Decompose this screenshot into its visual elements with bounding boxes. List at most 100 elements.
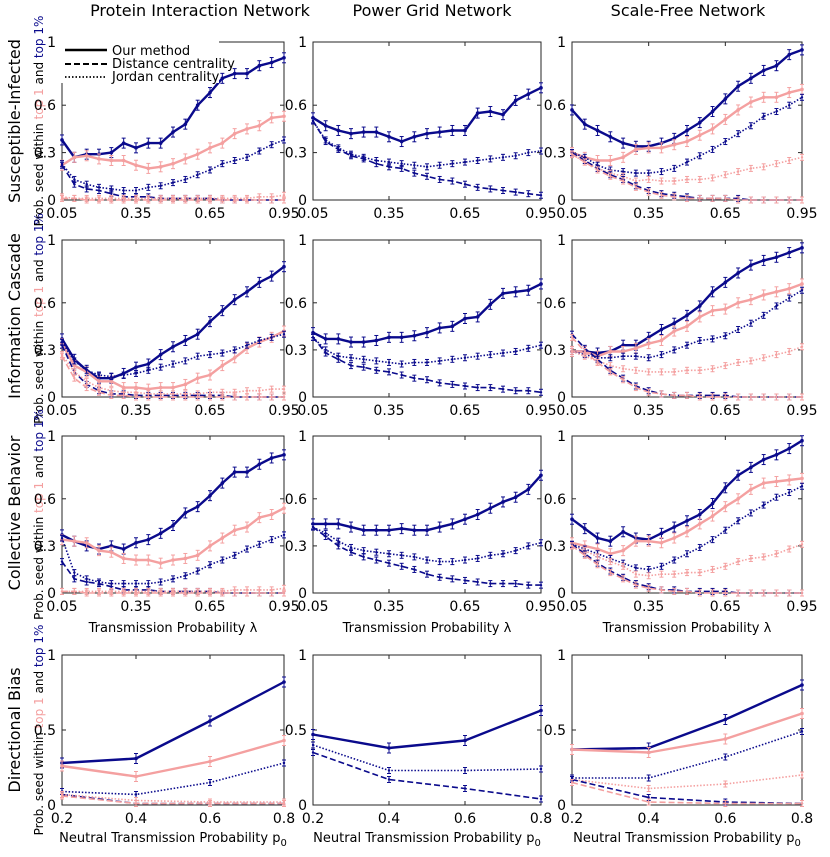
data-point <box>362 157 365 161</box>
y-label-top1: top 1 <box>32 482 46 513</box>
data-point <box>711 148 714 151</box>
data-point <box>647 171 650 175</box>
data-point <box>387 370 391 374</box>
data-point <box>134 793 138 796</box>
x-tick-label: 0.35 <box>633 599 664 615</box>
series-jordan-dark <box>570 728 804 782</box>
y-tick-label: 0.6 <box>285 492 307 508</box>
x-tick-label: 0.35 <box>373 599 404 615</box>
data-point <box>184 574 187 577</box>
legend-label-our: Our method <box>112 44 190 59</box>
data-point <box>621 548 625 553</box>
legend: Our method Distance centrality Jordan ce… <box>61 40 235 85</box>
data-point <box>621 141 625 145</box>
data-point <box>787 286 792 291</box>
data-point <box>158 561 163 565</box>
data-point <box>788 591 791 595</box>
data-point <box>501 582 505 585</box>
data-point <box>527 583 530 587</box>
data-point <box>221 198 224 202</box>
data-point <box>711 176 714 180</box>
data-point <box>749 124 753 127</box>
data-point <box>73 359 76 363</box>
data-point <box>196 173 199 176</box>
y-label-mid: and <box>32 256 46 286</box>
data-point <box>311 751 315 754</box>
y-label-top1pct: top 1% <box>32 213 46 256</box>
y-tick-label: 1 <box>557 429 566 445</box>
data-point <box>109 158 114 163</box>
data-point <box>788 104 791 107</box>
data-point <box>736 170 740 173</box>
data-point <box>570 544 574 548</box>
y-tick-label: 1 <box>47 233 56 249</box>
data-point <box>514 389 517 392</box>
data-point <box>513 290 518 294</box>
data-point <box>539 767 543 771</box>
y-tick-label: 0.6 <box>285 296 307 312</box>
y-axis-label: Prob. seed within top 1 and top 1% <box>32 409 46 620</box>
x-tick-label: 0.65 <box>710 599 741 615</box>
data-point <box>736 108 740 112</box>
data-point <box>451 179 454 183</box>
data-point <box>134 395 138 399</box>
x-tick-label: 0.05 <box>297 599 328 615</box>
data-point <box>245 470 249 474</box>
data-point <box>134 198 138 202</box>
data-point <box>539 391 543 394</box>
data-point <box>539 343 543 347</box>
data-point <box>724 565 727 568</box>
y-tick-label: 0.6 <box>34 492 56 508</box>
data-point <box>634 386 638 389</box>
data-point <box>258 198 261 202</box>
x-tick-label: 0.65 <box>449 599 480 615</box>
data-point <box>775 395 778 399</box>
y-tick-label: 0 <box>298 390 307 406</box>
data-point <box>245 71 249 76</box>
data-point <box>413 555 416 559</box>
data-point <box>527 151 530 154</box>
data-point <box>609 560 612 563</box>
data-point <box>724 364 727 367</box>
data-point <box>195 103 200 107</box>
data-point <box>323 337 328 341</box>
data-point <box>184 198 187 202</box>
data-point <box>147 591 150 595</box>
data-point <box>710 308 715 313</box>
data-point <box>660 565 663 568</box>
y-tick-label: 0 <box>298 193 307 209</box>
data-point <box>774 63 779 68</box>
data-point <box>84 153 89 158</box>
data-point <box>501 387 505 391</box>
data-point <box>196 591 199 595</box>
data-point <box>147 198 150 202</box>
data-point <box>647 568 650 571</box>
data-point <box>159 580 162 584</box>
data-point <box>110 591 113 595</box>
data-point <box>647 800 650 804</box>
y-tick-label: 0 <box>47 586 56 602</box>
data-point <box>134 802 138 805</box>
y-tick-label: 1 <box>298 429 307 445</box>
panel-DB-PG: 0.2 0.4 0.6 0.8 0 0.5 1 <box>285 648 552 827</box>
data-point <box>659 327 664 332</box>
data-point <box>697 120 702 125</box>
data-point <box>595 547 600 551</box>
data-point <box>749 359 753 363</box>
y-tick-label: 0 <box>298 798 307 814</box>
data-point <box>245 389 249 392</box>
data-point <box>698 369 701 372</box>
data-point <box>800 48 804 52</box>
data-point <box>736 328 740 331</box>
panel-IC-PG: 0.05 0.35 0.65 0.95 0 0.3 0.6 1 <box>285 233 557 419</box>
data-point <box>570 517 574 522</box>
data-point <box>270 198 273 202</box>
data-point <box>685 590 689 593</box>
data-point <box>208 391 212 394</box>
data-point <box>762 115 765 118</box>
data-point <box>685 313 689 318</box>
data-point <box>147 186 150 189</box>
data-point <box>159 184 162 187</box>
data-point <box>774 95 779 100</box>
data-point <box>685 343 689 347</box>
